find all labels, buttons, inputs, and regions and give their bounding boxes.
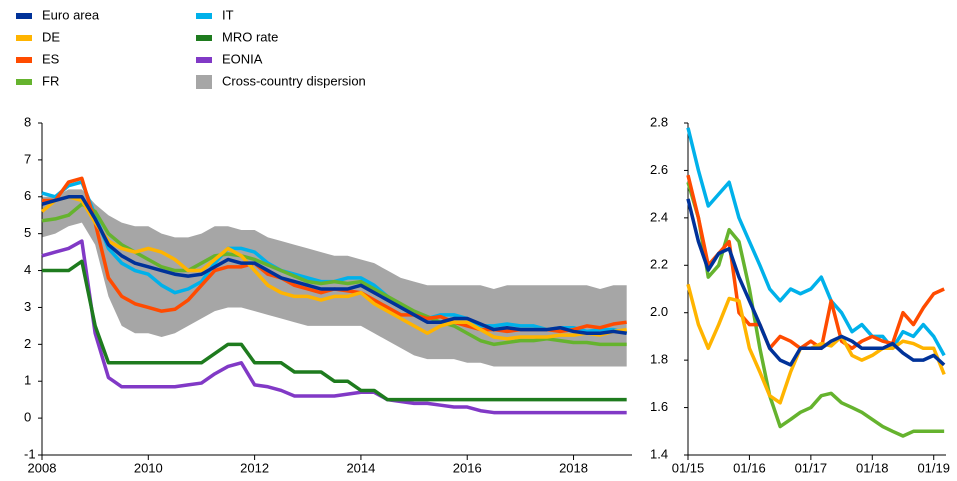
series-line: [686, 174, 945, 351]
y-tick-label: 1.4: [650, 446, 668, 461]
y-tick-label: 3: [24, 299, 31, 314]
y-tick-label: 1.6: [650, 399, 668, 414]
y-tick-label: 5: [24, 225, 31, 240]
y-tick-label: 2.0: [650, 304, 668, 319]
y-tick-label: 2.8: [650, 114, 668, 129]
series-line: [41, 202, 627, 347]
series-line: [40, 195, 627, 341]
series-line: [686, 198, 946, 367]
legend-label: DE: [42, 29, 60, 44]
y-tick-label: 6: [24, 188, 31, 203]
legend-swatch: [196, 75, 212, 89]
series-line: [686, 181, 945, 438]
legend-label: ES: [42, 51, 60, 66]
legend-swatch: [196, 57, 212, 63]
y-tick-label: 1.8: [650, 352, 668, 367]
x-tick-label: 2008: [28, 460, 57, 475]
series-line: [41, 239, 627, 415]
legend-label: EONIA: [222, 51, 263, 66]
legend-label: Euro area: [42, 7, 100, 22]
series-line: [686, 283, 946, 405]
series-line: [686, 127, 946, 357]
series-line: [42, 259, 627, 402]
y-tick-label: 2: [24, 336, 31, 351]
x-tick-label: 2012: [240, 460, 269, 475]
legend-swatch: [16, 79, 32, 85]
legend-label: FR: [42, 73, 59, 88]
x-tick-label: 01/15: [672, 460, 705, 475]
x-tick-label: 2016: [453, 460, 482, 475]
y-tick-label: 7: [24, 151, 31, 166]
series-line: [41, 195, 627, 336]
y-tick-label: 0: [24, 410, 31, 425]
x-tick-label: 2018: [559, 460, 588, 475]
legend-swatch: [16, 57, 32, 63]
x-tick-label: 01/19: [917, 460, 950, 475]
x-tick-label: 2014: [346, 460, 375, 475]
y-tick-label: 2.2: [650, 257, 668, 272]
x-tick-label: 2010: [134, 460, 163, 475]
legend-swatch: [196, 35, 212, 41]
y-tick-label: 2.6: [650, 162, 668, 177]
y-tick-label: 4: [24, 262, 31, 277]
legend-swatch: [196, 13, 212, 19]
legend-label: Cross-country dispersion: [222, 73, 366, 88]
legend-label: MRO rate: [222, 29, 278, 44]
legend-label: IT: [222, 7, 234, 22]
y-tick-label: -1: [24, 446, 36, 461]
x-tick-label: 01/16: [733, 460, 766, 475]
x-tick-label: 01/18: [856, 460, 889, 475]
x-tick-label: 01/17: [795, 460, 828, 475]
legend-swatch: [16, 35, 32, 41]
legend-swatch: [16, 13, 32, 19]
y-tick-label: 8: [24, 114, 31, 129]
y-tick-label: 1: [24, 373, 31, 388]
y-tick-label: 2.4: [650, 209, 668, 224]
